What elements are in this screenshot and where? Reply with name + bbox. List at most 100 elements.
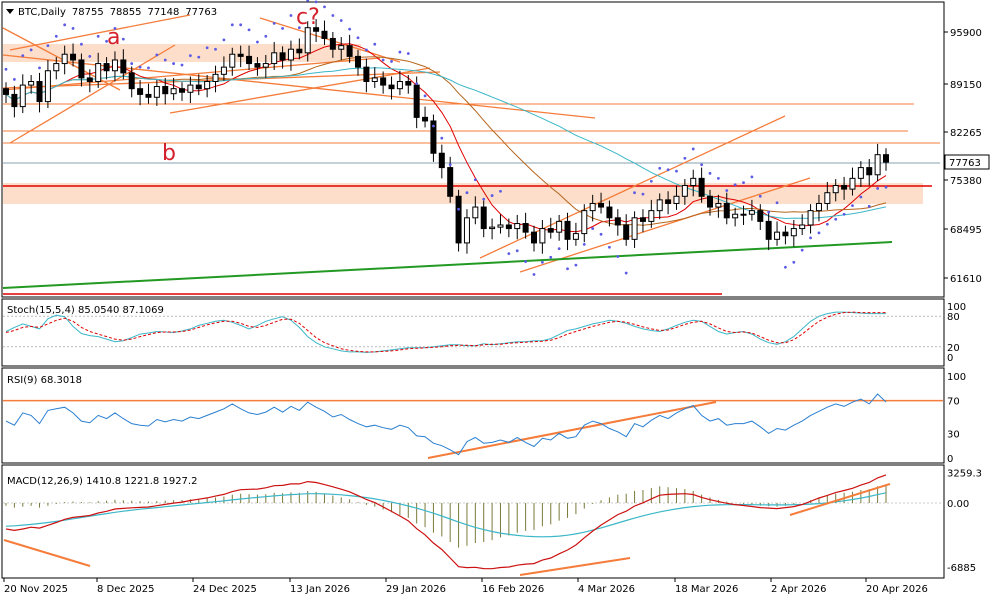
candle-body [765, 220, 772, 240]
sar-dot [105, 39, 108, 43]
candle-body [128, 72, 135, 90]
candle-body [606, 206, 613, 219]
sar-dot [633, 191, 636, 195]
sar-dot [272, 21, 276, 25]
date-axis-label: 20 Apr 2026 [866, 584, 928, 595]
candle-body [371, 77, 378, 83]
sar-dot [700, 163, 704, 167]
candle-body [790, 228, 797, 237]
trend-line [2, 54, 596, 119]
sar-dot [29, 48, 33, 52]
sar-dot [675, 169, 678, 173]
candle-body [162, 86, 169, 95]
candle-body [195, 84, 202, 90]
date-axis-label: 2 Apr 2026 [771, 584, 826, 595]
sar-dot [88, 54, 92, 58]
candle-body [78, 59, 85, 79]
candle-body [556, 220, 563, 233]
candle-body [472, 206, 479, 219]
sar-dot [884, 185, 888, 189]
sar-dot [230, 23, 234, 27]
candle-body [388, 84, 395, 90]
rsi-trend-line [427, 401, 717, 459]
header-symbol: BTC [18, 7, 37, 18]
header-close: 77763 [185, 7, 217, 18]
header-sep: , [37, 7, 40, 18]
sar-dot [540, 260, 544, 264]
candle-body [849, 177, 856, 190]
sar-dot [46, 44, 50, 48]
sar-dot [239, 23, 243, 27]
sar-dot [842, 212, 846, 216]
sar-dot [448, 163, 452, 167]
trend-line [9, 44, 176, 144]
candle-body [631, 217, 638, 240]
sar-dot [432, 124, 435, 128]
candle-body [732, 213, 739, 219]
candle-body [271, 52, 278, 65]
candle-body [329, 37, 336, 50]
sar-dot [4, 67, 8, 71]
sar-dot [356, 36, 360, 40]
candle-body [572, 233, 579, 240]
candle-body [665, 199, 672, 204]
candle-body [346, 45, 353, 57]
candle-body [405, 81, 412, 86]
candle-body [44, 70, 51, 103]
candle-body [380, 77, 387, 86]
sar-dot [482, 197, 486, 201]
candle-body [824, 192, 831, 204]
sar-dot [825, 222, 829, 226]
stoch-label: Stoch(15,5,4) 85.0540 87.1069 [7, 305, 164, 316]
macd-trend-line [3, 539, 91, 567]
candle-body [707, 195, 713, 208]
candle-body [237, 53, 244, 57]
candle-body [36, 81, 43, 103]
candle-body [748, 210, 755, 215]
candle-body [874, 154, 881, 176]
sar-dot [21, 54, 25, 58]
sar-dot [54, 34, 58, 38]
stoch-signal-line [5, 311, 886, 353]
sar-dot [381, 58, 385, 62]
header-open: 78755 [72, 7, 104, 18]
sar-dot [834, 217, 838, 221]
dropdown-triangle-icon[interactable] [6, 9, 14, 14]
rsi-panel [1, 367, 945, 464]
sar-dot [800, 248, 804, 252]
sar-dot [281, 27, 284, 30]
sar-dot [867, 204, 871, 208]
candle-body [740, 213, 747, 216]
price-axis-label: 75380 [950, 176, 982, 187]
date-axis-label: 24 Dec 2025 [193, 584, 257, 595]
candle-body [866, 167, 873, 176]
sar-dot [758, 194, 762, 198]
candle-body [522, 223, 529, 233]
candle-body [220, 66, 227, 75]
sar-dot [775, 201, 779, 205]
sar-dot [423, 94, 427, 98]
trend-line [2, 57, 381, 91]
rsi-axis-label: 70 [947, 397, 960, 408]
candle-body [321, 30, 328, 39]
price-axis-label: 68495 [950, 225, 982, 236]
candle-body [86, 77, 93, 83]
rsi-axis-label: 100 [947, 372, 966, 383]
sar-dot [591, 227, 595, 230]
candle-body [614, 217, 621, 226]
sar-dot [398, 50, 402, 54]
candle-body [53, 63, 60, 72]
sar-dot [188, 54, 192, 58]
candle-body [463, 217, 470, 244]
candle-body [774, 231, 781, 240]
macd-axis-label: 0.00 [947, 499, 969, 510]
candle-body [639, 217, 646, 222]
sar-dot [147, 66, 150, 70]
sar-dot [138, 65, 142, 69]
date-axis-label: 29 Jan 2026 [386, 584, 446, 595]
sar-dot [473, 178, 477, 182]
sar-dot [666, 168, 670, 172]
candle-body [598, 202, 605, 208]
macd-trend-line [789, 483, 891, 516]
sar-dot [851, 204, 854, 208]
